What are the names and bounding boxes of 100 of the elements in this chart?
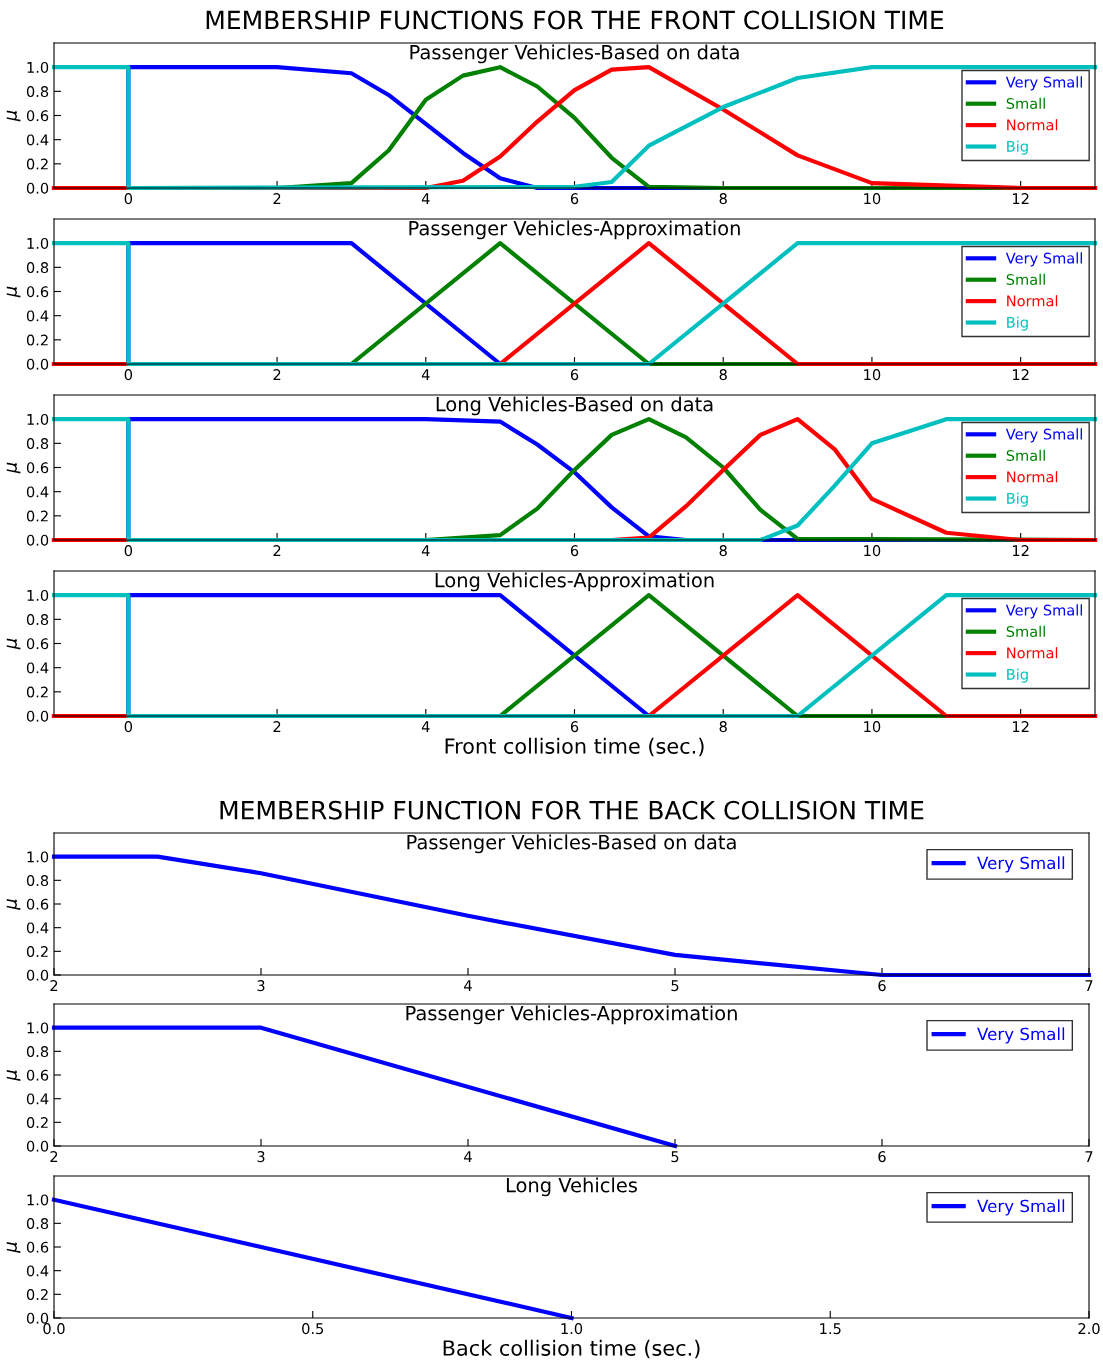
x-tick-label: 0: [124, 369, 133, 381]
legend-label: Very Small: [977, 856, 1065, 873]
y-tick-label: 0.2: [26, 158, 48, 170]
legend-label: Small: [1006, 97, 1045, 110]
y-tick-label: 0.6: [26, 286, 49, 298]
legend-label: Big: [1007, 140, 1028, 155]
x-tick-label: 6: [570, 369, 579, 381]
x-tick-label: 8: [719, 721, 727, 733]
legend-label: Big: [1007, 316, 1028, 331]
legend-label: Normal: [1007, 471, 1058, 483]
legend-label: Big: [1007, 668, 1028, 683]
x-tick-label: 6: [570, 721, 579, 733]
x-tick-label: 10: [864, 193, 881, 205]
y-tick-label: 1.0: [27, 61, 49, 73]
y-tick-label: 0.4: [26, 486, 49, 498]
x-tick-label: 4: [421, 193, 430, 204]
chart-title: Passenger Vehicles-Based on data: [407, 834, 736, 854]
x-tick-label: 12: [1012, 721, 1029, 732]
y-tick-label: 0.6: [26, 1069, 49, 1081]
legend-label: Very Small: [977, 1199, 1065, 1216]
x-tick-label: 4: [421, 369, 430, 380]
legend-label: Small: [1006, 625, 1045, 638]
y-tick-label: 0.2: [26, 1289, 48, 1301]
y-tick-label: 0.0: [26, 534, 49, 546]
text: Very Small: [1005, 604, 1082, 619]
x-tick-label: 2: [273, 545, 281, 556]
legend-label: Very Small: [977, 1027, 1065, 1044]
y-tick-label: 1.0: [27, 1022, 49, 1034]
x-tick-label: 2: [273, 721, 281, 732]
x-tick-label: 4: [421, 721, 430, 732]
x-tick-label: 10: [864, 369, 881, 381]
y-tick-label: 0.6: [26, 1241, 49, 1253]
y-tick-label: 0.4: [26, 662, 49, 674]
x-tick-label: 5: [671, 1151, 679, 1163]
text: Very Small: [1005, 252, 1082, 267]
y-tick-label: 0.0: [26, 969, 49, 981]
legend-label: Normal: [1007, 647, 1058, 659]
y-tick-label: 1.0: [27, 413, 49, 425]
x-tick-label: 7: [1085, 980, 1093, 991]
y-tick-label: 0.4: [26, 922, 49, 934]
y-axis-title: μ: [6, 1242, 21, 1253]
x-tick-label: 4: [421, 545, 430, 556]
legend-label: Small: [1006, 273, 1045, 286]
x-tick-label: 4: [464, 1151, 472, 1162]
x-tick-label: 3: [257, 980, 265, 992]
y-tick-label: 0.6: [26, 462, 49, 474]
y-tick-label: 0.0: [26, 710, 49, 722]
y-tick-label: 0.8: [26, 86, 49, 98]
x-tick-label: 3: [257, 1151, 265, 1163]
legend-label: Small: [1006, 449, 1045, 462]
y-tick-label: 0.6: [26, 110, 49, 122]
x-tick-label: 12: [1012, 545, 1029, 556]
x-tick-label: 6: [878, 1151, 886, 1163]
y-tick-label: 0.4: [26, 134, 49, 146]
text: MEMBERSHIP FUNCTION FOR THE BACK COLLISION TIME: [220, 800, 924, 820]
x-tick-label: 0.5: [302, 1323, 324, 1335]
x-tick-label: 0: [124, 193, 133, 205]
x-tick-label: 6: [570, 545, 579, 557]
x-tick-label: 5: [671, 980, 679, 992]
x-tick-label: 1.0: [561, 1323, 583, 1335]
y-axis-title: μ: [6, 462, 21, 474]
y-axis-title: μ: [6, 110, 21, 122]
x-tick-label: 6: [570, 193, 579, 205]
x-tick-label: 6: [878, 980, 886, 992]
y-tick-label: 0.2: [26, 686, 48, 698]
chart-title: Passenger Vehicles-Approximation: [406, 1005, 737, 1025]
chart-title: Long Vehicles-Based on data: [436, 396, 713, 416]
y-tick-label: 0.8: [26, 1046, 49, 1058]
y-axis-title: μ: [6, 638, 21, 650]
y-tick-label: 0.4: [26, 1265, 49, 1277]
x-tick-label: 2.0: [1078, 1323, 1100, 1335]
x-tick-label: 10: [864, 545, 881, 557]
y-tick-label: 0.4: [26, 1093, 49, 1105]
y-tick-label: 0.2: [26, 946, 48, 958]
x-tick-label: 0.0: [43, 1323, 65, 1335]
legend-label: Very Small: [1005, 76, 1082, 91]
y-tick-label: 1.0: [27, 237, 49, 249]
y-tick-label: 0.2: [26, 1117, 48, 1129]
y-tick-label: 0.0: [26, 1312, 49, 1324]
y-tick-label: 0.0: [26, 1140, 49, 1152]
legend-label: Normal: [1007, 119, 1058, 131]
y-tick-label: 0.0: [26, 358, 49, 370]
y-tick-label: 1.0: [27, 589, 49, 601]
x-tick-label: 4: [464, 980, 472, 991]
chart-title: Long Vehicles: [506, 1177, 637, 1197]
x-tick-label: 12: [1012, 369, 1029, 380]
legend-label: Big: [1007, 492, 1028, 507]
y-tick-label: 0.8: [26, 1218, 49, 1230]
y-axis-title: μ: [6, 899, 21, 910]
y-tick-label: 0.8: [26, 438, 49, 450]
chart-title: Passenger Vehicles-Approximation: [409, 220, 740, 240]
y-axis-title: μ: [6, 1070, 21, 1081]
text: Very Small: [1005, 428, 1082, 443]
legend-label: Normal: [1007, 295, 1058, 307]
y-tick-label: 0.2: [26, 510, 48, 522]
x-tick-label: 2: [50, 980, 58, 991]
chart-title: Long Vehicles-Approximation: [435, 572, 714, 592]
y-axis-title: μ: [6, 286, 21, 298]
x-tick-label: 0: [124, 545, 133, 557]
x-tick-label: 1.5: [820, 1323, 841, 1335]
